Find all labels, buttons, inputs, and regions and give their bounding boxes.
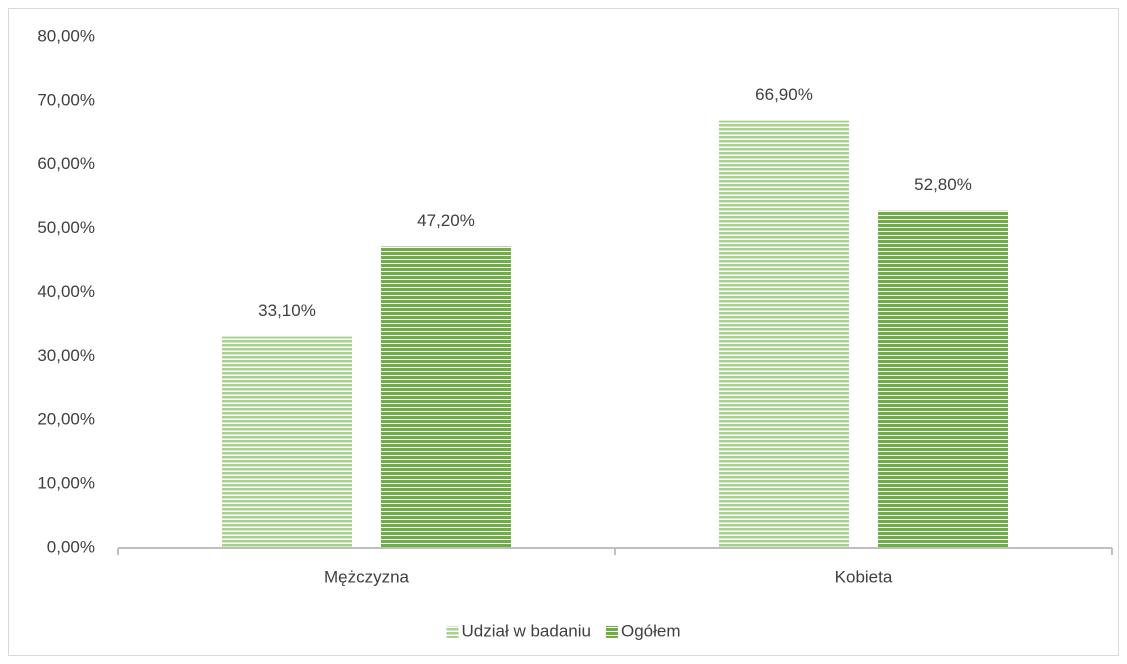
bar — [381, 246, 511, 548]
data-label: 33,10% — [258, 301, 316, 320]
y-tick-label: 50,00% — [37, 218, 95, 237]
y-tick-label: 80,00% — [37, 26, 95, 45]
y-tick-label: 40,00% — [37, 282, 95, 301]
legend-item: Udział w badaniu — [446, 621, 591, 640]
y-tick-label: 20,00% — [37, 410, 95, 429]
legend-label: Ogółem — [621, 621, 681, 640]
x-tick-label: Mężczyzna — [324, 567, 410, 586]
data-label: 66,90% — [755, 85, 813, 104]
bar — [719, 120, 849, 549]
legend-item: Ogółem — [605, 621, 681, 640]
legend-swatch — [605, 626, 618, 638]
bar — [878, 210, 1008, 549]
legend-label: Udział w badaniu — [462, 621, 591, 640]
legend-swatch — [446, 626, 459, 638]
data-label: 47,20% — [417, 211, 475, 230]
y-tick-label: 30,00% — [37, 346, 95, 365]
data-label: 52,80% — [914, 175, 972, 194]
y-tick-label: 10,00% — [37, 474, 95, 493]
y-tick-label: 60,00% — [37, 154, 95, 173]
y-tick-label: 0,00% — [47, 537, 95, 556]
x-tick-label: Kobieta — [835, 567, 893, 586]
y-tick-label: 70,00% — [37, 90, 95, 109]
bar — [222, 336, 352, 548]
